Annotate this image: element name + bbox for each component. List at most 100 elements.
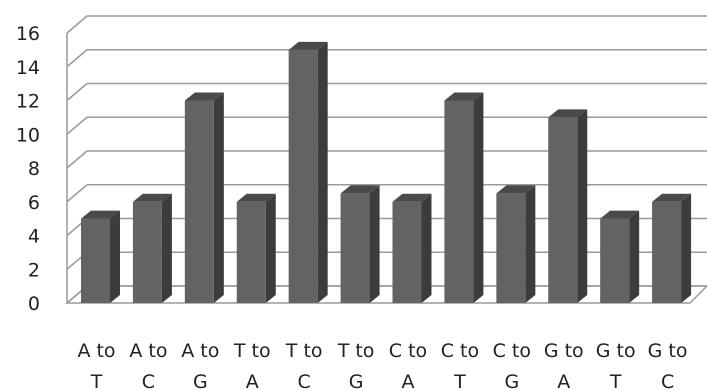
x-tick-label: C to G — [493, 340, 531, 390]
bar-top-face — [548, 109, 588, 118]
bar-top-face — [496, 185, 536, 194]
bar-front-face — [236, 201, 266, 303]
bar — [81, 210, 120, 303]
bar-front-face — [496, 193, 526, 303]
x-tick-label-line: C to — [441, 340, 479, 362]
bar-side-face — [369, 185, 380, 303]
x-axis-tick-labels: A to T A to C A to G T to A T to C T to G C to A C to T… — [77, 340, 687, 390]
x-tick-label-line: C to — [493, 340, 531, 362]
x-tick-label: T to C — [285, 340, 323, 390]
y-tick-label: 10 — [16, 124, 40, 146]
y-axis-tick-labels: 0 2 4 6 8 10 12 14 16 — [16, 23, 40, 315]
bar-front-face — [288, 49, 318, 303]
x-tick-label: G to C — [648, 340, 688, 390]
bar-side-face — [577, 109, 588, 303]
x-tick-label-line: C to — [389, 340, 427, 362]
x-tick-label-line: A — [402, 371, 415, 390]
bars-layer — [81, 41, 692, 303]
bar-top-face — [340, 185, 380, 194]
x-tick-label: T to A — [233, 340, 271, 390]
bar-top-face — [600, 210, 640, 219]
bar — [600, 210, 640, 303]
x-tick-label: G to T — [596, 340, 636, 390]
bar-top-face — [81, 210, 120, 219]
x-tick-label-line: G — [193, 371, 208, 390]
x-tick-label: C to A — [389, 340, 427, 390]
y-tick-label: 14 — [16, 57, 40, 79]
x-tick-label: G to A — [544, 340, 584, 390]
y-tick-label: 16 — [16, 23, 40, 45]
bar — [288, 41, 328, 303]
x-tick-label: A to C — [129, 340, 167, 390]
bar-front-face — [392, 201, 422, 303]
bar-side-face — [317, 41, 328, 303]
bar — [548, 109, 588, 303]
bar-front-face — [600, 218, 630, 303]
x-tick-label-line: A to — [77, 340, 115, 362]
x-tick-label-line: T — [90, 371, 103, 390]
x-tick-label-line: T to — [285, 340, 323, 362]
x-tick-label-line: G to — [648, 340, 688, 362]
gridline-diagonal — [66, 184, 88, 203]
bar-top-face — [652, 193, 692, 202]
bar-front-face — [652, 201, 682, 303]
x-tick-label-line: G — [504, 371, 519, 390]
x-tick-label-line: T — [453, 371, 466, 390]
bar — [444, 92, 484, 303]
x-tick-label-line: T to — [233, 340, 271, 362]
bar-top-face — [236, 193, 276, 202]
x-tick-label: C to T — [441, 340, 479, 390]
x-tick-label-line: A — [557, 371, 570, 390]
bar-side-face — [525, 185, 536, 303]
bar-front-face — [132, 201, 162, 303]
x-tick-label: A to G — [181, 340, 219, 390]
bar — [184, 92, 224, 303]
bar — [340, 185, 380, 303]
x-tick-label-line: C — [661, 371, 674, 390]
y-tick-label: 2 — [28, 259, 40, 281]
bar — [132, 193, 172, 303]
bar-side-face — [681, 193, 692, 303]
x-tick-label: T to G — [337, 340, 375, 390]
x-tick-label-line: A to — [129, 340, 167, 362]
bar — [496, 185, 536, 303]
bar-side-face — [421, 193, 432, 303]
bar-front-face — [548, 117, 578, 303]
x-tick-label-line: C — [142, 371, 155, 390]
bar-front-face — [184, 100, 214, 303]
bar-top-face — [392, 193, 432, 202]
bar — [392, 193, 432, 303]
y-tick-label: 0 — [28, 293, 40, 315]
bar-side-face — [110, 210, 120, 303]
bar-top-face — [444, 92, 484, 101]
gridline-diagonal — [66, 15, 88, 34]
bar-side-face — [629, 210, 640, 303]
bar-side-face — [473, 92, 484, 303]
y-tick-label: 12 — [16, 91, 40, 113]
bar-front-face — [340, 193, 370, 303]
bar-top-face — [288, 41, 328, 50]
x-tick-label: A to T — [77, 340, 115, 390]
bar-side-face — [213, 92, 224, 303]
x-tick-label-line: G — [349, 371, 364, 390]
y-tick-label: 6 — [28, 192, 40, 214]
bar-side-face — [265, 193, 276, 303]
bar — [236, 193, 276, 303]
gridline-diagonal — [66, 82, 88, 102]
x-tick-label-line: A — [246, 371, 259, 390]
bar-side-face — [161, 193, 172, 303]
x-tick-label-line: T to — [337, 340, 375, 362]
bar-top-face — [184, 92, 224, 101]
bar-top-face — [132, 193, 172, 202]
bar — [652, 193, 692, 303]
bar-front-face — [81, 218, 110, 303]
x-tick-label-line: C — [298, 371, 311, 390]
chart-floor — [64, 285, 707, 304]
x-tick-label-line: G to — [596, 340, 636, 362]
y-tick-label: 4 — [28, 226, 40, 248]
bar-front-face — [444, 100, 474, 303]
gridline-diagonal — [66, 116, 88, 135]
x-tick-label-line: T — [609, 371, 622, 390]
